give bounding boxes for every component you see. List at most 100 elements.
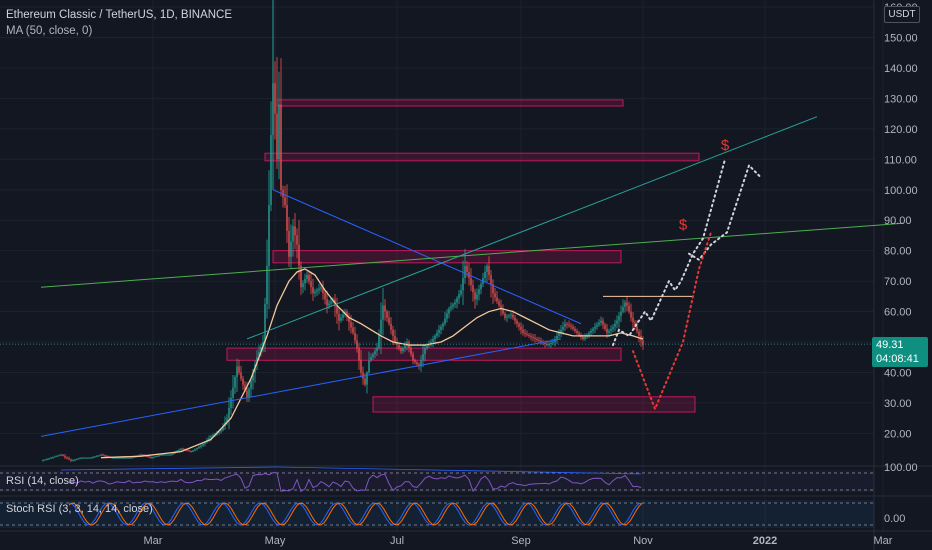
candle-body: [570, 325, 572, 327]
candle-body: [68, 458, 70, 460]
candle-body: [194, 449, 196, 451]
candle-body: [478, 289, 480, 295]
price-tick-label: 30.00: [884, 398, 912, 410]
time-tick-label: Mar: [144, 535, 163, 547]
candle-body: [552, 342, 554, 344]
candle-body: [274, 83, 276, 114]
candle-body: [556, 335, 558, 339]
candle-body: [308, 275, 310, 282]
candle-body: [210, 436, 212, 439]
time-tick-label: Sep: [511, 535, 531, 547]
candle-body: [324, 293, 326, 300]
candle-body: [302, 283, 304, 288]
candle-body: [350, 322, 352, 328]
stoch-rsi-label[interactable]: Stoch RSI (3, 3, 14, 14, close): [6, 503, 153, 515]
price-tick-label: 70.00: [884, 276, 912, 288]
candle-body: [424, 348, 426, 355]
candle-body: [346, 311, 348, 317]
candle-body: [516, 320, 518, 324]
candle-body: [488, 265, 490, 276]
candle-body: [566, 323, 568, 325]
candle-body: [456, 298, 458, 303]
stoch-k-line: [68, 502, 643, 526]
candle-body: [148, 456, 150, 458]
candle-body: [388, 317, 390, 324]
candle-body: [490, 275, 492, 285]
candle-body: [438, 329, 440, 333]
candle-body: [366, 372, 368, 385]
price-tick-label: 120.00: [884, 124, 918, 136]
candle-body: [338, 313, 340, 321]
candle-body: [548, 344, 550, 346]
trendline-green-long: [40, 222, 904, 288]
current-price-tag: 49.31 04:08:41: [872, 337, 928, 367]
candle-body: [446, 313, 448, 319]
trendlines: [0, 116, 904, 437]
candle-body: [262, 342, 264, 348]
candle-body: [250, 380, 252, 389]
candle-body: [152, 457, 154, 459]
candle-body: [56, 455, 58, 457]
candle-body: [168, 454, 170, 456]
candle-body: [534, 337, 536, 339]
candle-body: [342, 314, 344, 318]
candle-body: [406, 342, 408, 346]
candle-body: [166, 454, 168, 456]
candle-body: [288, 230, 290, 257]
current-price-value: 49.31: [876, 339, 904, 351]
rsi-label[interactable]: RSI (14, close): [6, 475, 79, 487]
candle-body: [86, 457, 88, 459]
candle-body: [348, 316, 350, 323]
candle-body: [300, 265, 302, 288]
projection-paths: [612, 158, 762, 412]
candle-body: [394, 335, 396, 342]
candle-body: [518, 323, 520, 327]
candle-body: [572, 326, 574, 329]
candle-body: [188, 450, 190, 452]
candle-body: [226, 418, 228, 423]
candle-body: [150, 457, 152, 459]
time-axis[interactable]: Mar May Jul Sep Nov 2022 Mar: [144, 535, 893, 547]
candle-body: [536, 338, 538, 340]
price-tick-label: 80.00: [884, 246, 912, 258]
candle-body: [546, 344, 548, 346]
candle-body: [328, 303, 330, 306]
candle-body: [632, 317, 634, 323]
candle-body: [402, 348, 404, 352]
candle-body: [322, 287, 324, 294]
candle-body: [530, 335, 532, 337]
candle-body: [538, 339, 540, 341]
time-tick-label: Mar: [874, 535, 893, 547]
candle-body: [46, 458, 48, 460]
candle-body: [196, 447, 198, 450]
candle-body: [72, 460, 74, 462]
candle-body: [608, 330, 610, 333]
candle-body: [106, 455, 108, 457]
ma-legend-label[interactable]: MA (50, close, 0): [6, 25, 93, 37]
candle-body: [208, 438, 210, 441]
candle-body: [96, 455, 98, 457]
candle-body: [634, 322, 636, 327]
candle-body: [230, 397, 232, 408]
candle-body: [116, 457, 118, 459]
candle-body: [372, 354, 374, 358]
stoch-rsi-pane: [0, 500, 874, 528]
candle-body: [140, 454, 142, 456]
target-markers: $$: [679, 137, 730, 233]
price-tick-label: 20.00: [884, 428, 912, 440]
candle-body: [460, 290, 462, 295]
trendline-teal-ascending: [246, 116, 818, 340]
candle-body: [486, 265, 488, 272]
currency-badge[interactable]: USDT: [884, 6, 920, 23]
price-tick-label: 60.00: [884, 307, 912, 319]
candle-body: [90, 457, 92, 459]
candle-body: [146, 455, 148, 457]
time-tick-label: 2022: [753, 535, 777, 547]
symbol-title[interactable]: Ethereum Classic / TetherUS, 1D, BINANCE: [6, 9, 233, 21]
candle-body: [602, 320, 604, 325]
candle-body: [326, 299, 328, 306]
candle-body: [118, 457, 120, 459]
candle-body: [382, 305, 384, 320]
candle-body: [480, 284, 482, 290]
